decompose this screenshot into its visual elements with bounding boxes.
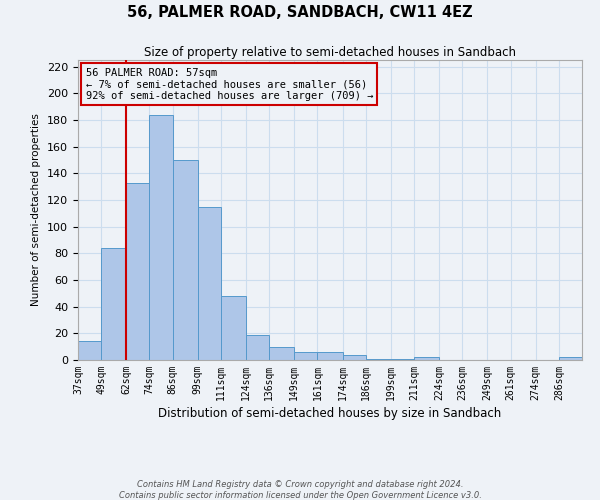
Text: 56 PALMER ROAD: 57sqm
← 7% of semi-detached houses are smaller (56)
92% of semi-: 56 PALMER ROAD: 57sqm ← 7% of semi-detac… [86, 68, 373, 100]
Bar [559, 358, 582, 360]
Text: Contains HM Land Registry data © Crown copyright and database right 2024.
Contai: Contains HM Land Registry data © Crown c… [119, 480, 481, 500]
Bar [317, 352, 343, 360]
Title: Size of property relative to semi-detached houses in Sandbach: Size of property relative to semi-detach… [144, 46, 516, 59]
Bar [391, 358, 414, 360]
Bar [149, 114, 173, 360]
Bar [126, 182, 149, 360]
Bar [269, 346, 294, 360]
Bar [101, 248, 126, 360]
Bar [366, 358, 391, 360]
Bar [294, 352, 317, 360]
Bar [78, 342, 101, 360]
Text: 56, PALMER ROAD, SANDBACH, CW11 4EZ: 56, PALMER ROAD, SANDBACH, CW11 4EZ [127, 5, 473, 20]
Bar [173, 160, 198, 360]
Bar [414, 358, 439, 360]
Bar [246, 334, 269, 360]
Y-axis label: Number of semi-detached properties: Number of semi-detached properties [31, 114, 41, 306]
Bar [198, 206, 221, 360]
Bar [221, 296, 246, 360]
X-axis label: Distribution of semi-detached houses by size in Sandbach: Distribution of semi-detached houses by … [158, 407, 502, 420]
Bar [343, 354, 366, 360]
